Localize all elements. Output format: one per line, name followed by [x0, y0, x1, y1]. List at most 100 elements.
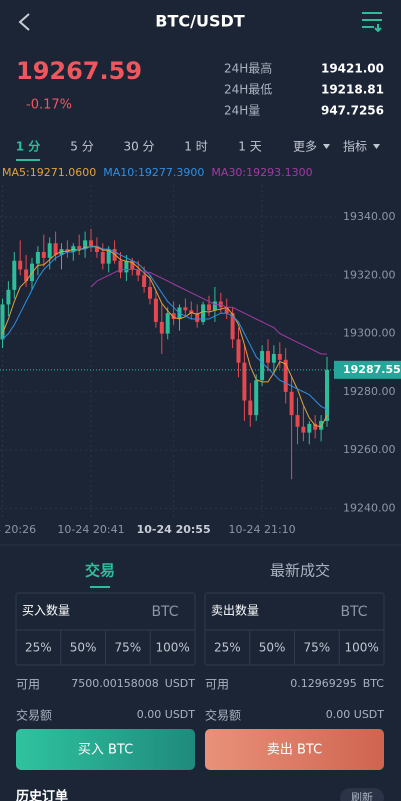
available-label: 可用 [205, 678, 229, 692]
ma-line [2, 246, 328, 428]
candle-body [83, 240, 88, 250]
candle-body [153, 298, 158, 322]
candle-body [171, 313, 176, 319]
timeframe-tab[interactable]: 1 分 [16, 139, 41, 154]
y-tick-label: 19240.00 [343, 501, 396, 514]
candle-body [307, 423, 312, 433]
legend-entry: MA30:19293.1300 [211, 166, 312, 179]
candle-body [0, 304, 5, 340]
available-value: 0.12969295 [290, 677, 356, 690]
tab-trades[interactable]: 最新成交 [270, 562, 330, 580]
percent-option[interactable]: 25% [25, 641, 52, 655]
percent-option[interactable]: 25% [214, 641, 241, 655]
candle-body [189, 310, 194, 314]
stat-value: 947.7256 [321, 104, 384, 118]
tab-trade[interactable]: 交易 [85, 562, 115, 580]
candle-body [325, 369, 329, 421]
percent-option[interactable]: 75% [304, 641, 331, 655]
candle-body [18, 260, 23, 270]
candle-body [148, 286, 152, 299]
legend-entry: MA5:19271.0600 [2, 166, 96, 179]
candle-body [242, 362, 247, 401]
amount-label: 交易额 [16, 708, 52, 723]
refresh-label[interactable]: 刷新 [351, 790, 373, 801]
history-title: 历史订单 [16, 789, 68, 801]
candle-body [118, 260, 123, 273]
candle-body [59, 249, 64, 255]
candle-body [224, 307, 229, 314]
candle-body [94, 246, 99, 252]
candle-body [271, 353, 276, 363]
candle-body [53, 243, 58, 255]
candle-body [77, 246, 82, 250]
y-tick-label: 19280.00 [343, 385, 396, 398]
timeframe-tab[interactable]: 更多 [293, 140, 317, 154]
candle-body [6, 289, 11, 305]
stat-label: 24H最高 [224, 61, 272, 76]
price-change: -0.17% [26, 98, 72, 113]
candle-body [301, 426, 306, 433]
percent-option[interactable]: 50% [259, 641, 286, 655]
available-value: 7500.00158008 [71, 677, 158, 690]
candle-body [212, 301, 217, 311]
candle-body [142, 275, 147, 287]
amount-value: 0.00 USDT [137, 708, 195, 721]
percent-option[interactable]: 100% [344, 641, 378, 655]
candle-body [195, 313, 200, 322]
percent-option[interactable]: 50% [70, 641, 97, 655]
candle-body [277, 353, 282, 360]
amount-value: 0.00 USDT [326, 708, 384, 721]
x-tick-label: 10-24 20:26 [0, 523, 36, 536]
candle-body [230, 313, 235, 340]
candle-body [313, 423, 318, 430]
timeframe-tab[interactable]: 1 天 [238, 140, 261, 154]
candle-body [12, 260, 17, 290]
dropdown-arrow [373, 144, 380, 149]
back-button[interactable] [18, 13, 30, 31]
pair-title: BTC/USDT [155, 12, 244, 31]
quantity-label: 卖出数量 [211, 603, 259, 618]
dropdown-arrow [323, 144, 330, 149]
candle-body [35, 252, 40, 264]
candle-body [47, 243, 52, 258]
menu-button[interactable] [362, 12, 382, 33]
percent-option[interactable]: 100% [155, 641, 189, 655]
x-tick-label: 10-24 20:41 [57, 523, 124, 536]
candle-body [136, 269, 141, 276]
candle-body [207, 304, 211, 311]
candle-body [100, 252, 105, 264]
candle-body [201, 304, 206, 322]
buy-button[interactable] [16, 729, 195, 770]
y-tick-label: 19340.00 [343, 210, 396, 223]
quantity-unit: BTC [151, 604, 178, 620]
candle-body [24, 269, 29, 282]
candle-body [266, 351, 270, 363]
timeframe-tab[interactable]: 1 时 [184, 140, 207, 154]
y-tick-label: 19260.00 [343, 443, 396, 456]
timeframe-tab[interactable]: 指标 [343, 139, 367, 154]
candle-body [159, 321, 164, 334]
candle-body [319, 420, 324, 430]
timeframe-tab[interactable]: 30 分 [123, 140, 154, 154]
percent-option[interactable]: 75% [115, 641, 142, 655]
timeframe-tab[interactable]: 5 分 [70, 140, 93, 154]
legend-entry: MA10:19277.3900 [103, 166, 204, 179]
candle-body [65, 249, 70, 252]
stat-value: 19421.00 [321, 62, 384, 76]
y-tick-label: 19300.00 [343, 327, 396, 340]
button-label[interactable]: 卖出 BTC [267, 743, 322, 758]
stat-label: 24H最低 [224, 83, 272, 97]
candle-body [41, 252, 46, 258]
refresh-pill[interactable] [340, 788, 384, 801]
available-label: 可用 [16, 678, 40, 692]
x-tick-label: 10-24 21:10 [229, 523, 296, 536]
quantity-label: 买入数量 [22, 603, 70, 618]
button-label[interactable]: 买入 BTC [78, 743, 133, 758]
available-unit: BTC [363, 677, 385, 690]
candle-body [165, 313, 170, 334]
sell-button[interactable] [205, 729, 384, 770]
candle-body [106, 249, 111, 264]
candle-body [289, 391, 294, 416]
